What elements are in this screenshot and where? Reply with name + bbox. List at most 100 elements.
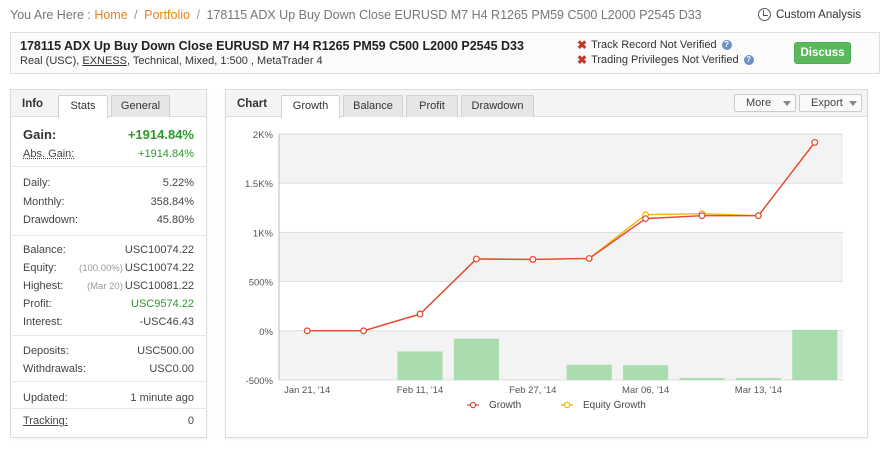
equity-row: Equity: (100.00%) USC10074.22 [23,262,194,274]
tab-general[interactable]: General [111,95,170,117]
tab-stats[interactable]: Stats [58,95,108,118]
trading-privileges-status: ✖ Trading Privileges Not Verified ? [577,53,754,67]
breadcrumb-current: 178115 ADX Up Buy Down Close EURUSD M7 H… [206,8,702,22]
chevron-down-icon [849,101,857,106]
y-tick-label: 1.5K% [245,179,274,190]
balance-row: Balance: USC10074.22 [23,244,194,256]
data-point [416,310,424,318]
x-tick-label: Mar 13, '14 [735,385,782,396]
bar [566,364,612,380]
breadcrumb-separator: / [134,8,138,22]
more-label: More [746,97,772,109]
legend-label: Growth [489,400,521,411]
data-point [755,212,762,220]
track-record-status: ✖ Track Record Not Verified ? [577,38,732,52]
deposits-value: USC500.00 [137,345,194,357]
equity-value: USC10074.22 [124,262,194,274]
balance-value: USC10074.22 [124,244,194,256]
chart-band [279,183,843,233]
breadcrumb: You Are Here : Home / Portfolio / 178115… [10,8,702,22]
equity-label: Equity: [23,262,57,274]
track-record-label: Track Record Not Verified [591,39,717,51]
chart-band [279,281,843,331]
deposits-label: Deposits: [23,345,69,357]
tab-drawdown[interactable]: Drawdown [461,95,534,117]
tab-growth[interactable]: Growth [281,95,340,118]
data-point [303,327,311,335]
bar [623,365,669,380]
gain-row: Gain: +1914.84% [23,127,194,142]
profit-label: Profit: [23,298,52,310]
x-tick-label: Mar 06, '14 [622,385,669,396]
tab-profit[interactable]: Profit [406,95,458,117]
divider [12,166,207,167]
breadcrumb-separator: / [196,8,200,22]
legend-label: Equity Growth [583,400,646,411]
discuss-button[interactable]: Discuss [794,42,851,64]
y-tick-label: 2K% [253,130,274,141]
updated-row: Updated: 1 minute ago [23,392,194,404]
breadcrumb-portfolio-link[interactable]: Portfolio [144,8,190,22]
data-point [585,255,593,262]
breadcrumb-prefix: You Are Here : [10,8,91,22]
y-tick-label: 1K% [253,228,274,239]
chart-band [279,134,843,184]
chart-band [279,330,843,380]
tracking-link[interactable]: Tracking: [23,415,68,427]
updated-value: 1 minute ago [130,392,194,404]
highest-label: Highest: [23,280,64,292]
clock-icon [758,8,771,21]
breadcrumb-home-link[interactable]: Home [94,8,128,22]
highest-row: Highest: (Mar 20) USC10081.22 [23,280,194,292]
tab-balance[interactable]: Balance [343,95,403,117]
export-dropdown[interactable]: Export [799,94,862,112]
deposits-row: Deposits: USC500.00 [23,345,194,357]
divider [12,335,207,336]
custom-analysis-label: Custom Analysis [776,8,862,21]
info-panel: Info Stats General Gain: +1914.84% Abs. … [10,89,207,438]
account-type: Real (USC), [20,55,80,67]
y-tick-label: -500% [246,376,274,387]
interest-value: -USC46.43 [139,316,194,328]
help-icon[interactable]: ? [721,40,732,50]
highest-date: (Mar 20) [86,281,123,292]
chart-title: Chart [237,98,268,110]
withdrawals-value: USC0.00 [149,363,194,375]
data-point [698,212,706,220]
interest-label: Interest: [23,316,63,328]
bar [735,378,781,380]
trading-privileges-label: Trading Privileges Not Verified [591,54,739,66]
custom-analysis-link[interactable]: Custom Analysis [758,8,861,21]
highest-value: USC10081.22 [124,280,194,292]
broker-link[interactable]: EXNESS [82,55,127,67]
abs-gain-row: Abs. Gain: +1914.84% [23,148,194,160]
divider [12,381,207,382]
monthly-label: Monthly: [23,196,65,208]
gain-value: +1914.84% [127,127,194,142]
tracking-row: Tracking: 0 [23,415,194,427]
divider [12,235,207,236]
withdrawals-row: Withdrawals: USC0.00 [23,363,194,375]
balance-label: Balance: [23,244,66,256]
info-title: Info [22,98,44,110]
system-title: 178115 ADX Up Buy Down Close EURUSD M7 H… [20,39,524,53]
more-dropdown[interactable]: More [734,94,796,112]
export-label: Export [811,97,843,109]
daily-row: Daily: 5.22% [23,177,194,189]
drawdown-value: 45.80% [156,214,194,226]
withdrawals-label: Withdrawals: [23,363,86,375]
legend-marker [469,401,477,409]
abs-gain-label: Abs. Gain: [23,148,75,160]
chart-panel: Chart Growth Balance Profit Drawdown Mor… [225,89,868,438]
x-tick-label: Feb 11, '14 [397,385,444,396]
bar [792,329,838,380]
x-tick-label: Jan 21, '14 [284,385,330,396]
system-header: 178115 ADX Up Buy Down Close EURUSD M7 H… [10,32,880,74]
y-tick-label: 0% [259,327,273,338]
chevron-down-icon [783,101,791,106]
y-tick-label: 500% [249,278,274,289]
divider [12,408,207,409]
updated-label: Updated: [23,392,68,404]
help-icon[interactable]: ? [743,55,754,65]
monthly-value: 358.84% [150,196,194,208]
